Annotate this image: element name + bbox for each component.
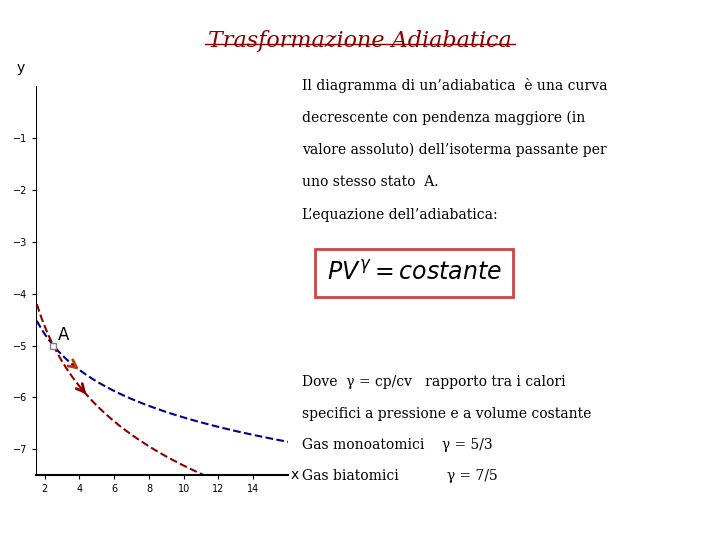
Text: decrescente con pendenza maggiore (in: decrescente con pendenza maggiore (in <box>302 111 585 125</box>
Text: Gas biatomici           γ = 7/5: Gas biatomici γ = 7/5 <box>302 469 498 483</box>
Text: $PV^{\gamma} = costante$: $PV^{\gamma} = costante$ <box>327 261 501 285</box>
Text: uno stesso stato  A.: uno stesso stato A. <box>302 176 439 190</box>
Text: L’equazione dell’adiabatica:: L’equazione dell’adiabatica: <box>302 208 498 222</box>
Text: valore assoluto) dell’isoterma passante per: valore assoluto) dell’isoterma passante … <box>302 143 607 158</box>
Text: Il diagramma di un’adiabatica  è una curva: Il diagramma di un’adiabatica è una curv… <box>302 78 608 93</box>
Text: A: A <box>58 326 69 345</box>
Text: x: x <box>290 468 299 482</box>
Text: y: y <box>17 60 25 75</box>
Text: Trasformazione Adiabatica: Trasformazione Adiabatica <box>208 30 512 52</box>
Text: specifici a pressione e a volume costante: specifici a pressione e a volume costant… <box>302 407 592 421</box>
Text: Gas monoatomici    γ = 5/3: Gas monoatomici γ = 5/3 <box>302 438 493 452</box>
Text: Dove  γ = cp/cv   rapporto tra i calori: Dove γ = cp/cv rapporto tra i calori <box>302 375 566 389</box>
